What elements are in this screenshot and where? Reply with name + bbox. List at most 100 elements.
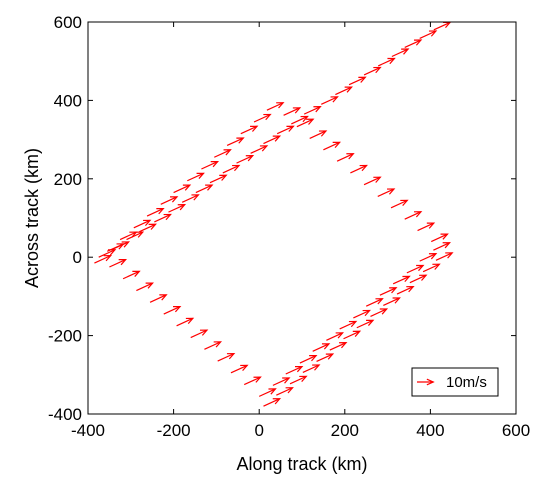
- wind-arrow: [266, 102, 285, 111]
- axis-ticks: [87, 21, 517, 415]
- wind-arrow: [404, 211, 423, 220]
- wind-arrow: [236, 155, 255, 164]
- wind-arrow: [201, 160, 220, 170]
- legend: 10m/s: [411, 367, 499, 397]
- wind-arrow: [336, 153, 355, 162]
- wind-arrow: [209, 174, 228, 184]
- wind-arrow: [146, 207, 165, 217]
- wind-arrow: [379, 287, 398, 296]
- y-tick-label: 200: [54, 170, 82, 189]
- wind-arrow: [343, 330, 362, 340]
- wind-arrow: [289, 375, 308, 385]
- wind-arrow: [370, 308, 389, 317]
- wind-arrow: [168, 204, 187, 213]
- y-tick-label: -200: [48, 327, 82, 346]
- x-tick-label: 0: [254, 421, 263, 440]
- wind-arrow: [302, 364, 321, 373]
- wind-arrow: [160, 196, 179, 205]
- vector-field: [94, 21, 454, 407]
- y-tick-labels: -400 -200 0 200 400 600: [48, 13, 82, 424]
- x-tick-label: 600: [502, 421, 530, 440]
- wind-arrow: [107, 243, 125, 252]
- wind-arrow: [377, 188, 396, 197]
- wind-arrow: [406, 264, 425, 274]
- wind-arrow: [250, 145, 269, 154]
- wind-arrow: [312, 343, 331, 352]
- wind-arrow: [230, 364, 249, 374]
- wind-arrow: [323, 141, 342, 151]
- wind-arrow: [431, 233, 449, 243]
- wind-arrow: [263, 135, 282, 145]
- wind-arrow: [195, 184, 214, 194]
- wind-arrow: [348, 76, 367, 86]
- y-axis-title: Across track (km): [22, 148, 42, 288]
- wind-arrow: [126, 231, 145, 241]
- wind-arrow: [422, 263, 441, 273]
- legend-label: 10m/s: [446, 374, 487, 391]
- wind-arrow: [122, 270, 141, 280]
- wind-arrow: [353, 309, 371, 319]
- wind-arrow: [419, 253, 438, 262]
- wind-arrow: [163, 305, 182, 315]
- wind-arrow: [335, 86, 353, 96]
- wind-arrow: [243, 376, 262, 386]
- y-tick-label: -400: [48, 405, 82, 424]
- wind-arrow: [94, 255, 113, 264]
- wind-arrow: [214, 149, 232, 158]
- wind-arrow: [329, 342, 348, 351]
- wind-arrow: [276, 125, 295, 135]
- wind-arrow: [119, 231, 138, 241]
- plot-frame: [87, 21, 517, 415]
- wind-arrow: [263, 398, 282, 407]
- wind-arrow: [204, 341, 223, 350]
- wind-arrow: [326, 332, 344, 341]
- x-tick-label: -400: [71, 421, 105, 440]
- wind-arrow: [149, 294, 168, 303]
- wind-arrow: [173, 184, 192, 194]
- wind-arrow: [377, 57, 396, 67]
- y-tick-label: 600: [54, 13, 82, 32]
- y-tick-label: 400: [54, 91, 82, 110]
- wind-arrow: [390, 199, 409, 209]
- wind-arrow: [299, 354, 318, 364]
- wind-arrow: [176, 317, 195, 327]
- wind-arrow: [435, 252, 454, 261]
- wind-arrow: [303, 106, 322, 115]
- wind-arrow: [396, 285, 415, 295]
- x-tick-label: 400: [416, 421, 444, 440]
- wind-arrow: [190, 329, 209, 339]
- wind-arrow: [433, 242, 451, 251]
- legend-arrow: [417, 378, 435, 386]
- wind-arrow: [222, 164, 241, 174]
- wind-arrow: [187, 172, 205, 182]
- wind-arrow: [276, 387, 294, 396]
- wind-arrow: [339, 320, 358, 330]
- wind-arrow: [363, 66, 382, 76]
- wind-arrow: [240, 125, 259, 135]
- wind-arrow: [226, 137, 245, 147]
- wind-arrow: [365, 298, 384, 307]
- wind-arrow: [296, 118, 315, 128]
- plot-area: [88, 22, 516, 414]
- x-tick-labels: -400 -200 0 200 400 600: [71, 421, 530, 440]
- wind-arrow: [283, 107, 302, 116]
- wind-arrow: [291, 115, 309, 125]
- wind-arrow: [350, 164, 368, 174]
- wind-arrow: [392, 275, 411, 285]
- x-axis-title: Along track (km): [236, 454, 367, 474]
- wind-arrow: [258, 388, 277, 397]
- wind-arrow: [409, 274, 428, 284]
- legend-arrow-icon: [417, 378, 435, 386]
- wind-arrow: [109, 258, 128, 268]
- wind-arrow: [285, 365, 304, 375]
- wind-arrow: [217, 353, 236, 362]
- wind-arrow: [363, 176, 382, 186]
- wind-arrow: [136, 282, 154, 292]
- wind-arrow: [272, 377, 291, 386]
- wind-arrow: [383, 297, 401, 306]
- wind-arrow: [391, 48, 410, 58]
- wind-arrow: [309, 130, 328, 139]
- wind-arrow: [181, 194, 200, 203]
- wind-arrow: [253, 113, 272, 123]
